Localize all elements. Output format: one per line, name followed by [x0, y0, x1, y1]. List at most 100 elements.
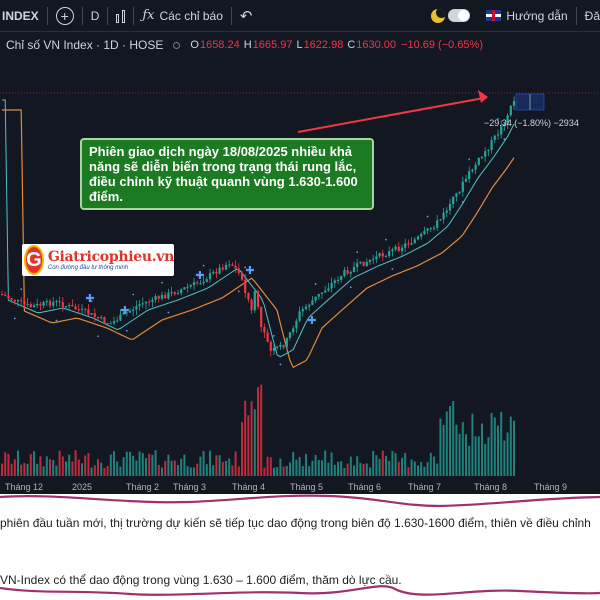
candle-body [237, 268, 240, 273]
volume-bar [17, 450, 19, 476]
candle-body [413, 239, 416, 244]
volume-bar [381, 450, 384, 476]
volume-bar [426, 462, 429, 476]
candle-body [84, 308, 87, 310]
volume-bar [141, 453, 144, 476]
candle-body [480, 156, 484, 159]
visibility-dot-icon[interactable] [173, 41, 181, 49]
candle-body [26, 303, 29, 305]
candle-body [128, 310, 132, 313]
candle-body [407, 243, 410, 245]
candle-body [234, 265, 237, 269]
volume-bar [305, 453, 307, 476]
volume-bar [135, 460, 138, 476]
compare-button[interactable]: + [48, 0, 82, 32]
candle-body [154, 296, 157, 300]
volume-bars [1, 384, 515, 476]
volume-bar [295, 459, 298, 476]
candle-body [189, 285, 192, 287]
candle-body [112, 321, 116, 324]
volume-bar [449, 406, 451, 476]
candle-body [55, 301, 58, 303]
cross-markers: ✚ ✚ ✚ ✚ ✚ [85, 264, 316, 327]
plus-circle-icon: + [55, 6, 74, 25]
volume-bar [145, 458, 147, 476]
interval-button[interactable]: D [83, 0, 108, 32]
candle-body [160, 294, 164, 299]
chart-area[interactable]: ✚ ✚ ✚ ✚ ✚ Chỉ số VN Index · 1D · HOSE O 1658.… [0, 32, 600, 494]
sar-dot [497, 118, 499, 120]
theme-toggle[interactable] [423, 0, 478, 32]
candle-body [304, 306, 308, 310]
volume-bar [436, 463, 439, 476]
cross-marker: ✚ [245, 264, 254, 277]
volume-bar [113, 451, 115, 476]
candle-body [295, 320, 298, 329]
candle-body [119, 314, 122, 321]
candle-body [7, 295, 10, 299]
volume-bar [196, 463, 199, 476]
undo-button[interactable]: ↶ [232, 0, 261, 32]
login-button[interactable]: Đă [577, 0, 600, 32]
candle-body [509, 105, 512, 116]
volume-bar [247, 415, 250, 476]
volume-bar [177, 465, 179, 476]
candle-body [365, 261, 368, 267]
candle-body [336, 279, 340, 281]
volume-bar [365, 463, 368, 476]
candle-body [263, 327, 266, 333]
candle-body [269, 341, 272, 351]
candle-body [384, 255, 388, 257]
guide-button[interactable]: Hướng dẫn [478, 0, 575, 32]
volume-bar [407, 467, 410, 476]
candle-body [157, 296, 160, 299]
candle-body [192, 282, 196, 286]
candle-body [132, 309, 135, 311]
candle-body [439, 219, 442, 221]
candle-body [452, 196, 455, 205]
sar-dot [244, 266, 247, 269]
candle-body [292, 328, 295, 333]
volume-bar [503, 440, 506, 476]
volume-bar [420, 461, 423, 476]
candle-body [20, 299, 23, 301]
volume-bar [452, 400, 455, 476]
volume-bar [369, 467, 371, 476]
time-axis[interactable]: Tháng 12 2025 Tháng 2 Tháng 3 Tháng 4 Tháng 5… [0, 480, 600, 494]
volume-bar [317, 460, 320, 476]
candle-body [276, 346, 279, 348]
volume-bar [465, 434, 467, 476]
volume-bar [10, 463, 13, 476]
volume-bar [29, 454, 32, 476]
symbol-search-button[interactable]: INDEX [0, 0, 47, 32]
chart-type-button[interactable] [108, 0, 133, 32]
candle-body [340, 276, 343, 280]
candle-body [71, 305, 74, 307]
low-key: L [296, 39, 303, 51]
price-chart[interactable]: ✚ ✚ ✚ ✚ ✚ [0, 32, 600, 494]
volume-bar [353, 465, 355, 476]
sar-dot [202, 264, 205, 267]
volume-bar [45, 456, 48, 476]
toolbar-divider [133, 6, 135, 25]
volume-bar [205, 464, 208, 476]
volume-bar [122, 457, 125, 476]
candle-body [106, 323, 109, 325]
sar-dot [468, 158, 471, 161]
candle-body [125, 312, 128, 314]
volume-bar [173, 460, 176, 476]
candle-body [16, 299, 20, 302]
volume-bar [301, 466, 304, 476]
fx-icon: ƒx [142, 8, 155, 23]
volume-bar [58, 450, 61, 476]
candle-body [429, 227, 432, 229]
volume-bar [65, 461, 67, 476]
candle-body [301, 309, 304, 312]
volume-bar [477, 436, 480, 476]
indicators-button[interactable]: ƒx Các chỉ báo [134, 0, 231, 32]
volume-bar [337, 461, 339, 476]
volume-bar [324, 450, 327, 476]
candle-body [426, 228, 429, 231]
volume-bar [119, 466, 122, 476]
volume-bar [199, 456, 202, 476]
